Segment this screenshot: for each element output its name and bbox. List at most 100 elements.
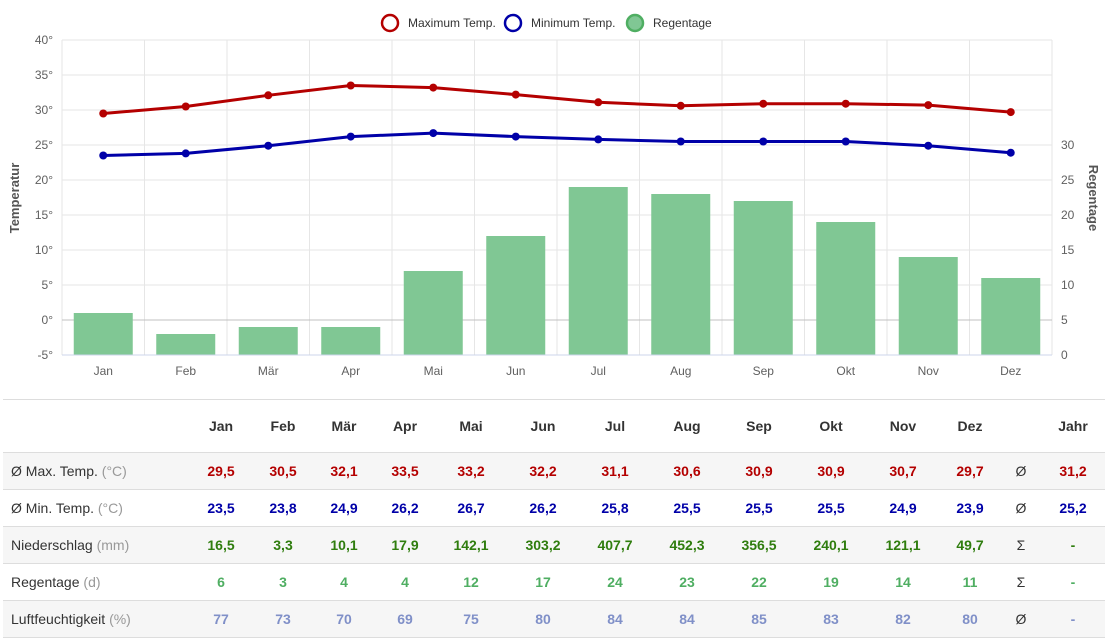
table-cell: 31,1 bbox=[601, 463, 629, 479]
min-temp-point bbox=[676, 137, 685, 146]
right-tick-label: 10 bbox=[1061, 278, 1075, 292]
table-cell: 24,9 bbox=[889, 500, 917, 516]
table-cell: 80 bbox=[962, 611, 978, 627]
x-tick-label: Mai bbox=[424, 364, 443, 378]
row-label-text: Niederschlag bbox=[11, 537, 97, 553]
table-row: Ø Min. Temp. (°C) 23,5 23,8 24,9 26,2 26,7 26,… bbox=[3, 489, 1105, 527]
x-tick-label: Sep bbox=[753, 364, 775, 378]
row-label-text: Regentage bbox=[11, 574, 84, 590]
header-month: Nov bbox=[867, 399, 939, 453]
year-cell: 31,2 bbox=[1059, 463, 1087, 479]
table-cell: 22 bbox=[751, 574, 767, 590]
table-cell: 3 bbox=[279, 574, 287, 590]
min-temp-point bbox=[264, 141, 273, 150]
table-cell: 83 bbox=[823, 611, 839, 627]
min-temp-point bbox=[346, 132, 355, 141]
regentage-bar bbox=[898, 257, 958, 355]
table-cell: 80 bbox=[535, 611, 551, 627]
table-cell: 16,5 bbox=[207, 537, 235, 553]
aggregate-symbol: Ø bbox=[1015, 500, 1027, 516]
min-temp-point bbox=[181, 149, 190, 158]
regentage-bar bbox=[238, 327, 298, 355]
table-cell: 84 bbox=[679, 611, 695, 627]
legend-max-temp-icon bbox=[380, 13, 400, 33]
right-tick-label: 0 bbox=[1061, 348, 1068, 362]
legend-regentage-icon bbox=[625, 13, 645, 33]
table-cell: 24,9 bbox=[330, 500, 358, 516]
aggregate-symbol: Ø bbox=[1015, 463, 1027, 479]
legend-regentage-label: Regentage bbox=[653, 16, 712, 30]
table-cell: 121,1 bbox=[885, 537, 921, 553]
row-label-text: Ø Max. Temp. bbox=[11, 463, 102, 479]
table-cell: 26,7 bbox=[457, 500, 485, 516]
max-temp-point bbox=[594, 98, 603, 107]
table-cell: 4 bbox=[340, 574, 348, 590]
table-cell: 30,6 bbox=[673, 463, 701, 479]
min-temp-point bbox=[1006, 148, 1015, 157]
regentage-bar bbox=[733, 201, 793, 355]
table-cell: 33,5 bbox=[391, 463, 419, 479]
header-month: Mär bbox=[313, 399, 375, 453]
year-cell: - bbox=[1070, 574, 1076, 590]
table-cell: 11 bbox=[962, 574, 978, 590]
aggregate-symbol: Σ bbox=[1016, 537, 1026, 553]
table-cell: 23 bbox=[679, 574, 695, 590]
left-tick-label: -5° bbox=[38, 348, 54, 362]
header-month: Feb bbox=[253, 399, 313, 453]
row-label: Regentage (d) bbox=[3, 564, 189, 601]
climate-chart: -5° 0° 5° 10° 15° 20° 25° 30° 35° 40° 0 5 10 15 20 25 30… bbox=[7, 13, 1101, 378]
table-cell: 25,5 bbox=[673, 500, 701, 516]
left-tick-label: 40° bbox=[35, 33, 53, 47]
x-tick-label: Okt bbox=[836, 364, 855, 378]
table-cell: 32,1 bbox=[330, 463, 358, 479]
x-tick-label: Jan bbox=[94, 364, 113, 378]
legend-min-temp-label: Minimum Temp. bbox=[531, 16, 615, 30]
row-label-unit: (mm) bbox=[96, 537, 130, 553]
right-tick-label: 15 bbox=[1061, 243, 1075, 257]
max-temp-point bbox=[841, 99, 850, 108]
table-cell: 32,2 bbox=[529, 463, 557, 479]
table-cell: 12 bbox=[463, 574, 479, 590]
regentage-bar bbox=[156, 334, 216, 355]
x-tick-label: Feb bbox=[175, 364, 196, 378]
max-temp-point bbox=[924, 101, 933, 110]
row-label: Luftfeuchtigkeit (%) bbox=[3, 601, 189, 638]
x-tick-label: Jun bbox=[506, 364, 525, 378]
row-label-unit: (d) bbox=[83, 574, 101, 590]
table-cell: 19 bbox=[823, 574, 839, 590]
row-label-text: Luftfeuchtigkeit bbox=[11, 611, 110, 627]
table-cell: 29,5 bbox=[207, 463, 235, 479]
regentage-bar bbox=[651, 194, 711, 355]
left-tick-label: 10° bbox=[35, 243, 53, 257]
right-tick-label: 5 bbox=[1061, 313, 1068, 327]
table-row: Ø Max. Temp. (°C) 29,5 30,5 32,1 33,5 33,2 32,… bbox=[3, 452, 1105, 490]
regentage-bar bbox=[486, 236, 546, 355]
legend-min-temp-icon bbox=[503, 13, 523, 33]
right-tick-label: 25 bbox=[1061, 173, 1075, 187]
right-tick-label: 20 bbox=[1061, 208, 1075, 222]
aggregate-symbol: Σ bbox=[1016, 574, 1026, 590]
table-cell: 25,8 bbox=[601, 500, 629, 516]
header-month: Jan bbox=[189, 399, 253, 453]
table-cell: 356,5 bbox=[741, 537, 777, 553]
header-symbol bbox=[1001, 399, 1041, 453]
min-temp-line bbox=[103, 131, 1011, 157]
max-temp-point bbox=[264, 91, 273, 100]
table-cell: 29,7 bbox=[956, 463, 984, 479]
min-temp-point bbox=[841, 137, 850, 146]
regentage-bar bbox=[981, 278, 1041, 355]
min-temp-point bbox=[511, 132, 520, 141]
left-tick-label: 20° bbox=[35, 173, 53, 187]
year-cell: 25,2 bbox=[1059, 500, 1087, 516]
table-cell: 30,5 bbox=[269, 463, 297, 479]
climate-table: Jan Feb Mär Apr Mai Jun Jul Aug Sep Okt Nov Dez Jahr… bbox=[3, 399, 1105, 638]
max-temp-line bbox=[103, 84, 1011, 115]
x-tick-label: Nov bbox=[918, 364, 939, 378]
left-tick-label: 25° bbox=[35, 138, 53, 152]
left-tick-label: 35° bbox=[35, 68, 53, 82]
table-row: Regentage (d) 6 3 4 4 12 17 24 23 22 19 14 11 Σ - bbox=[3, 563, 1105, 601]
table-cell: 4 bbox=[401, 574, 409, 590]
table-cell: 26,2 bbox=[391, 500, 419, 516]
aggregate-symbol: Ø bbox=[1015, 611, 1027, 627]
right-axis-title: Regentage bbox=[1086, 165, 1101, 231]
